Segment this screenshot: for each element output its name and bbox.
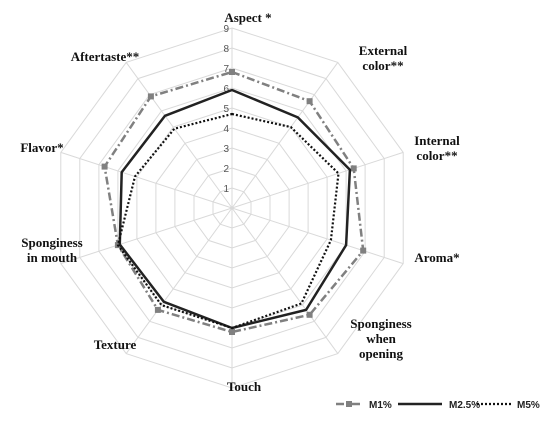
- series-point: [350, 165, 357, 172]
- tick-label: 1: [223, 184, 229, 195]
- series-point: [306, 98, 313, 105]
- grid-spoke: [125, 207, 233, 354]
- grid-spoke: [125, 62, 233, 209]
- series-point: [360, 247, 367, 254]
- legend-item-0: M1%: [336, 400, 392, 411]
- axis-label: Aspect *: [224, 10, 271, 25]
- axis-label: Aroma*: [414, 250, 459, 265]
- series-line-0: [103, 70, 365, 334]
- tick-label: 3: [223, 144, 229, 155]
- legend-item-1: M2.5%: [398, 400, 480, 411]
- axis-label: Sponginess in mouth: [21, 235, 82, 265]
- series-point: [229, 69, 235, 75]
- legend-item-2: M5%: [477, 400, 540, 411]
- axis-label: Aftertaste**: [71, 49, 140, 64]
- grid-spoke: [231, 207, 404, 265]
- grid-spoke: [231, 62, 339, 209]
- axis-label: Sponginess when opening: [350, 316, 411, 361]
- series-line-2: [116, 112, 340, 330]
- series-point: [154, 306, 161, 313]
- tick-label: 5: [223, 104, 229, 115]
- series-point: [101, 163, 108, 170]
- chart-legend: M1% M2.5% M5%: [336, 400, 540, 411]
- axis-label: Touch: [227, 379, 262, 394]
- axis-label: Internal color**: [414, 133, 460, 163]
- series-point: [229, 329, 235, 335]
- series-point: [147, 93, 154, 100]
- radar-tick-labels: 1 2 3 4 5 6 7 8 9: [223, 24, 229, 195]
- grid-spoke: [231, 151, 404, 209]
- grid-spoke: [60, 207, 233, 265]
- tick-label: 7: [223, 64, 229, 75]
- radar-axis-labels: Aspect * External color** Internal color** Ar…: [20, 10, 460, 394]
- legend-label: M5%: [517, 400, 540, 411]
- tick-label: 6: [223, 84, 229, 95]
- axis-label: Flavor*: [20, 140, 63, 155]
- axis-label: Texture: [94, 337, 137, 352]
- radar-series: [101, 69, 367, 335]
- tick-label: 9: [223, 24, 229, 35]
- legend-marker: [346, 401, 352, 407]
- grid-spoke: [60, 151, 233, 209]
- legend-label: M2.5%: [449, 400, 480, 411]
- tick-label: 8: [223, 44, 229, 55]
- axis-label: External color**: [359, 43, 408, 73]
- tick-label: 4: [223, 124, 229, 135]
- legend-label: M1%: [369, 400, 392, 411]
- tick-label: 2: [223, 164, 229, 175]
- series-point: [306, 311, 313, 318]
- grid-spoke: [231, 207, 339, 354]
